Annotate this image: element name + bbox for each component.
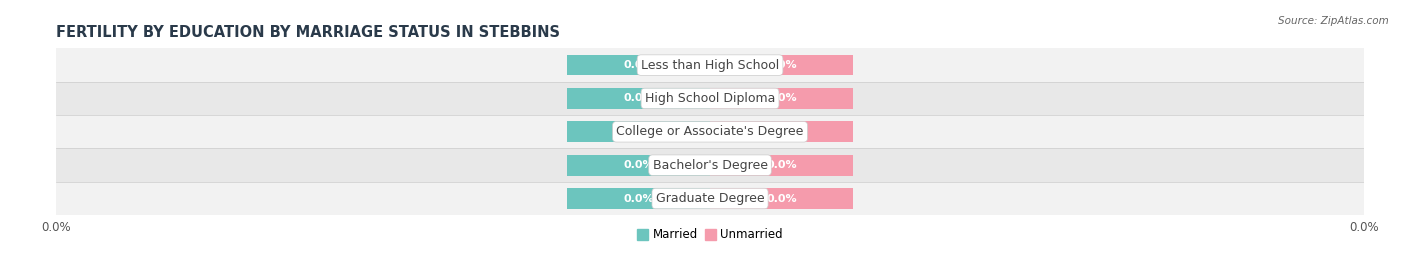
Text: 0.0%: 0.0% <box>623 160 654 170</box>
Bar <box>56 48 1364 82</box>
Bar <box>710 122 852 142</box>
Text: Less than High School: Less than High School <box>641 59 779 72</box>
Text: 0.0%: 0.0% <box>623 60 654 70</box>
Text: 0.0%: 0.0% <box>766 160 797 170</box>
Text: 0.0%: 0.0% <box>623 93 654 104</box>
Text: College or Associate's Degree: College or Associate's Degree <box>616 125 804 138</box>
Bar <box>568 155 710 175</box>
Bar <box>56 82 1364 115</box>
Bar <box>56 182 1364 215</box>
Bar <box>710 55 852 75</box>
Text: 0.0%: 0.0% <box>766 127 797 137</box>
Text: Bachelor's Degree: Bachelor's Degree <box>652 159 768 172</box>
Bar <box>568 122 710 142</box>
Text: 0.0%: 0.0% <box>766 193 797 204</box>
Bar <box>710 88 852 109</box>
Bar <box>56 115 1364 148</box>
Text: Graduate Degree: Graduate Degree <box>655 192 765 205</box>
Bar <box>568 188 710 209</box>
Bar <box>568 55 710 75</box>
Bar <box>568 88 710 109</box>
Text: 0.0%: 0.0% <box>766 93 797 104</box>
Text: Source: ZipAtlas.com: Source: ZipAtlas.com <box>1278 16 1389 26</box>
Text: 0.0%: 0.0% <box>623 127 654 137</box>
Bar <box>56 148 1364 182</box>
Bar <box>710 188 852 209</box>
Text: 0.0%: 0.0% <box>766 60 797 70</box>
Text: High School Diploma: High School Diploma <box>645 92 775 105</box>
Legend: Married, Unmarried: Married, Unmarried <box>633 224 787 246</box>
Text: FERTILITY BY EDUCATION BY MARRIAGE STATUS IN STEBBINS: FERTILITY BY EDUCATION BY MARRIAGE STATU… <box>56 25 560 40</box>
Text: 0.0%: 0.0% <box>623 193 654 204</box>
Bar <box>710 155 852 175</box>
